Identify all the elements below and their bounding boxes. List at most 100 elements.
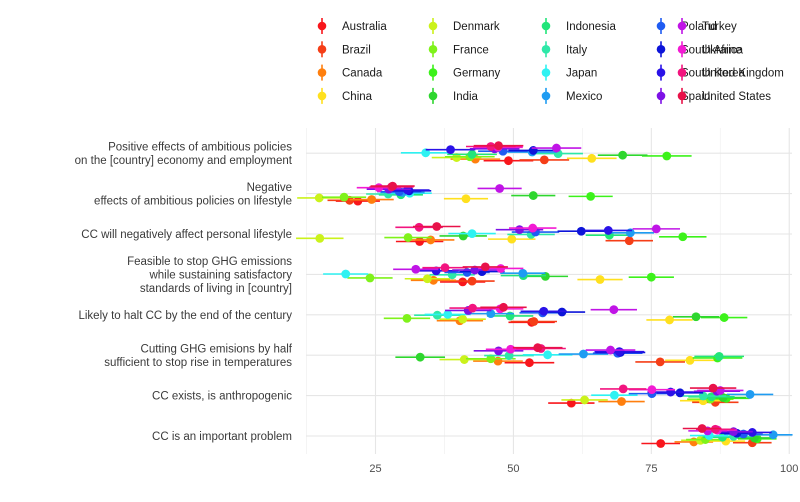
data-point <box>506 344 516 354</box>
legend-label: Poland <box>681 21 717 33</box>
legend-key-dot <box>541 91 551 101</box>
data-point <box>507 234 517 244</box>
data-point <box>651 224 661 234</box>
data-point <box>499 302 508 312</box>
legend-label: Italy <box>566 44 587 56</box>
data-point <box>461 194 471 204</box>
data-point <box>494 346 503 356</box>
data-point <box>708 383 718 393</box>
data-point <box>467 229 477 239</box>
data-point <box>528 191 538 200</box>
legend-key-dot <box>428 21 438 31</box>
data-point <box>411 264 421 274</box>
data-point <box>440 263 450 273</box>
data-point <box>529 317 539 326</box>
series-united-states <box>370 141 737 433</box>
legend-item-spain: Spain <box>656 87 710 104</box>
legend-label: Ukraine <box>702 44 742 56</box>
data-point <box>341 269 351 279</box>
data-point <box>470 265 480 275</box>
data-point <box>388 181 398 191</box>
y-axis: CC is an important problem CC exists, is … <box>75 141 293 443</box>
legend-item-south-korea: South Korea <box>656 64 746 81</box>
data-point <box>665 315 674 325</box>
data-point <box>446 145 455 155</box>
data-point <box>533 343 543 353</box>
data-point <box>496 264 506 273</box>
data-point <box>367 195 377 204</box>
data-point <box>421 148 431 158</box>
data-point <box>587 153 597 163</box>
data-point <box>515 225 524 235</box>
data-point <box>697 424 707 433</box>
legend-key-dot <box>317 45 327 54</box>
legend-label: Denmark <box>453 21 500 33</box>
legend-label: United States <box>702 91 771 103</box>
legend-key-dot <box>428 68 438 77</box>
data-point <box>539 155 549 165</box>
data-point <box>365 273 375 283</box>
legend-label: Japan <box>566 68 597 80</box>
legend-key-dot <box>656 91 666 101</box>
y-tick-label: CC will negatively affect personal lifes… <box>81 229 292 241</box>
y-tick-label: CC exists, is anthropogenic <box>152 391 292 403</box>
x-tick-label: 50 <box>507 463 519 475</box>
legend: Australia Brazil Canada China Denmark France G… <box>317 18 784 104</box>
data-point <box>315 233 325 243</box>
data-point <box>719 313 729 322</box>
legend-label: Canada <box>342 68 383 80</box>
legend-label: Turkey <box>702 21 737 33</box>
data-point <box>655 357 665 367</box>
data-point <box>467 149 477 159</box>
legend-key-dot <box>541 45 551 54</box>
legend-key-dot <box>428 45 438 54</box>
data-point <box>467 276 477 286</box>
legend-item-france: France <box>428 41 489 58</box>
data-point <box>580 395 589 405</box>
data-point <box>656 439 666 448</box>
x-tick-label: 75 <box>645 463 657 475</box>
data-point <box>609 305 619 315</box>
data-point <box>525 358 534 368</box>
data-point <box>486 309 496 319</box>
data-point <box>468 303 477 313</box>
y-tick-label: Feasible to stop GHG emissions while sust… <box>127 256 292 295</box>
y-tick-label: Positive effects of ambitious policies on… <box>75 141 293 167</box>
data-point <box>603 226 613 235</box>
legend-key-dot <box>428 91 438 101</box>
data-point <box>691 312 701 322</box>
data-point <box>528 223 538 233</box>
legend-key-dot <box>317 68 327 77</box>
data-point <box>443 310 453 319</box>
data-point <box>566 398 576 408</box>
data-point <box>415 352 425 362</box>
legend-label: South Africa <box>681 44 744 56</box>
legend-item-germany: Germany <box>428 64 501 81</box>
data-point <box>618 150 628 160</box>
series-china <box>443 153 746 446</box>
data-point <box>495 184 505 193</box>
legend-item-united-states: United States <box>677 87 771 104</box>
legend-key-dot <box>541 68 551 77</box>
data-point <box>518 268 528 278</box>
data-point <box>745 390 755 399</box>
legend-label: Indonesia <box>566 21 616 33</box>
y-tick-label: CC is an important problem <box>152 431 292 443</box>
data-point <box>402 313 412 323</box>
legend-item-indonesia: Indonesia <box>541 18 616 34</box>
legend-item-south-africa: South Africa <box>656 41 744 58</box>
x-tick-label: 25 <box>369 463 381 475</box>
data-point <box>646 272 656 282</box>
series-canada <box>349 154 714 447</box>
legend-label: Australia <box>342 21 387 33</box>
data-point <box>595 275 605 284</box>
data-point <box>618 384 628 394</box>
y-tick-label: Cutting GHG emisions by half sufficient t… <box>104 343 293 369</box>
legend-key-dot <box>656 21 666 31</box>
legend-item-denmark: Denmark <box>428 18 500 34</box>
legend-item-united-kingdom: United Kingdom <box>677 64 784 81</box>
data-point <box>624 236 634 246</box>
x-tick-label: 100 <box>780 463 798 475</box>
legend-item-india: India <box>428 87 479 104</box>
